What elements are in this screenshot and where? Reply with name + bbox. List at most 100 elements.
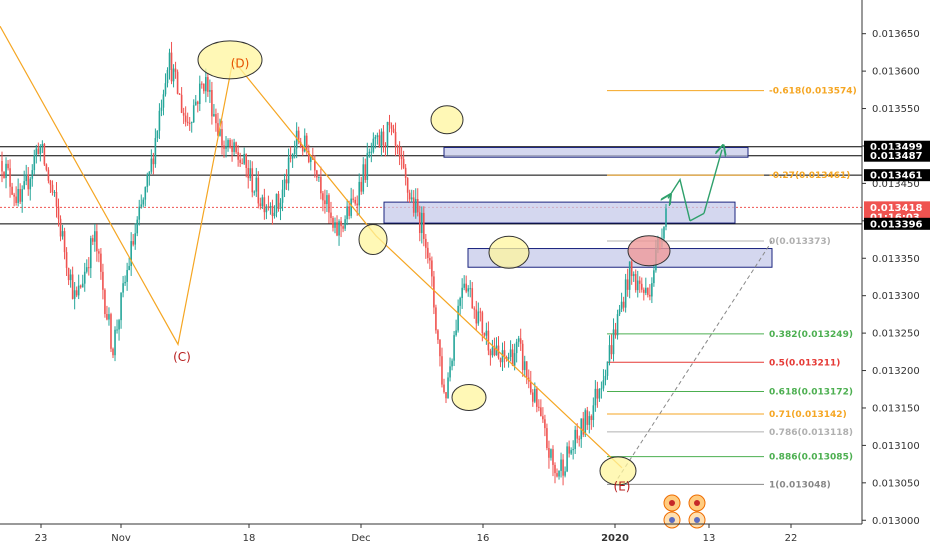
candle-body <box>314 159 316 171</box>
candle-body <box>215 114 217 124</box>
candle-body <box>334 222 336 228</box>
candle-body <box>51 184 54 193</box>
candle-body <box>126 269 128 282</box>
candle-body <box>612 329 615 355</box>
candle-body <box>96 231 98 252</box>
candle-body <box>380 131 383 147</box>
candle-body <box>588 416 591 425</box>
candle-body <box>146 174 149 188</box>
candle-body <box>485 330 488 336</box>
candle-body <box>540 407 542 417</box>
candle-body <box>120 292 122 321</box>
swing-highlight-ellipse[interactable] <box>451 383 487 411</box>
candle-body <box>610 345 613 355</box>
price-tag[interactable] <box>864 169 930 182</box>
price-tick-label: 0.013050 <box>872 478 920 489</box>
time-tick-label: Dec <box>351 533 370 544</box>
candle-body <box>366 153 369 180</box>
swing-highlight-ellipse[interactable] <box>599 456 637 486</box>
candle-body <box>237 152 239 160</box>
price-zone-rect[interactable] <box>467 248 773 268</box>
candle-body <box>267 206 270 208</box>
candle-body <box>106 314 108 320</box>
candle-body <box>582 418 585 435</box>
candle-body <box>636 280 639 291</box>
candle-body <box>576 429 578 439</box>
candle-body <box>172 68 175 82</box>
fib-level-label: 0(0.013373) <box>769 237 831 247</box>
swing-highlight-ellipse[interactable] <box>430 105 464 135</box>
swing-highlight-ellipse[interactable] <box>488 235 530 269</box>
candle-body <box>116 329 118 331</box>
candle-body <box>85 267 88 272</box>
candle-body <box>81 283 84 288</box>
candle-body <box>523 361 526 371</box>
projection-arrow[interactable] <box>703 150 722 214</box>
candle-body <box>622 301 625 308</box>
candle-body <box>233 142 235 152</box>
candle-body <box>556 473 558 477</box>
candle-body <box>578 438 581 440</box>
candle-body <box>408 192 411 200</box>
candle-body <box>412 197 415 213</box>
candle-body <box>465 283 467 292</box>
price-tag[interactable] <box>864 149 930 162</box>
candle-body <box>291 154 294 159</box>
candle-body <box>481 312 484 333</box>
candle-body <box>100 253 102 272</box>
price-zone-rect[interactable] <box>383 201 736 224</box>
price-tag[interactable] <box>864 217 930 230</box>
candle-body <box>529 381 532 393</box>
candle-body <box>61 231 64 237</box>
candle-body <box>279 202 282 209</box>
candle-body <box>182 112 185 116</box>
candle-body <box>479 311 482 313</box>
candle-body <box>471 288 474 309</box>
candle-body <box>142 199 145 205</box>
candle-body <box>130 241 132 266</box>
candle-body <box>322 193 324 201</box>
candle-body <box>638 280 641 284</box>
candle-body <box>295 130 298 149</box>
candle-body <box>445 392 447 399</box>
breakout-highlight-ellipse[interactable] <box>627 235 671 267</box>
candle-body <box>287 157 290 184</box>
price-zone-rect[interactable] <box>443 146 749 158</box>
price-tick-label: 0.013100 <box>872 441 920 452</box>
candle-body <box>53 192 56 194</box>
candle-body <box>3 171 5 179</box>
candle-body <box>467 288 470 292</box>
candle-body <box>346 206 348 220</box>
candle-body <box>1 160 3 172</box>
candle-body <box>594 388 597 406</box>
candle-body <box>600 388 603 390</box>
candle-body <box>455 330 457 336</box>
candle-body <box>620 301 623 310</box>
price-tick-label: 0.013200 <box>872 366 920 377</box>
price-tick-label: 0.013350 <box>872 254 920 265</box>
candle-body <box>201 83 203 85</box>
candle-body <box>348 206 350 216</box>
candle-body <box>41 144 44 147</box>
swing-highlight-ellipse[interactable] <box>358 224 388 256</box>
projection-arrow[interactable] <box>668 177 691 221</box>
candle-body <box>65 252 68 268</box>
wave-line[interactable] <box>0 25 623 469</box>
candle-body <box>604 375 607 381</box>
candle-body <box>21 189 23 202</box>
wave-label: (D) <box>231 57 250 71</box>
candle-body <box>515 341 518 354</box>
projection-arrow-segment[interactable] <box>689 212 705 222</box>
fib-level-label: 0.382(0.013249) <box>769 330 853 340</box>
candle-body <box>47 169 50 181</box>
candle-body <box>98 251 100 254</box>
candle-body <box>632 274 635 277</box>
candle-body <box>37 148 40 154</box>
candle-body <box>49 180 52 185</box>
price-tag[interactable] <box>864 201 930 214</box>
candle-body <box>449 366 451 378</box>
swing-highlight-ellipse[interactable] <box>197 40 263 80</box>
fib-trend-line[interactable] <box>613 240 773 485</box>
candle-body <box>277 193 280 209</box>
